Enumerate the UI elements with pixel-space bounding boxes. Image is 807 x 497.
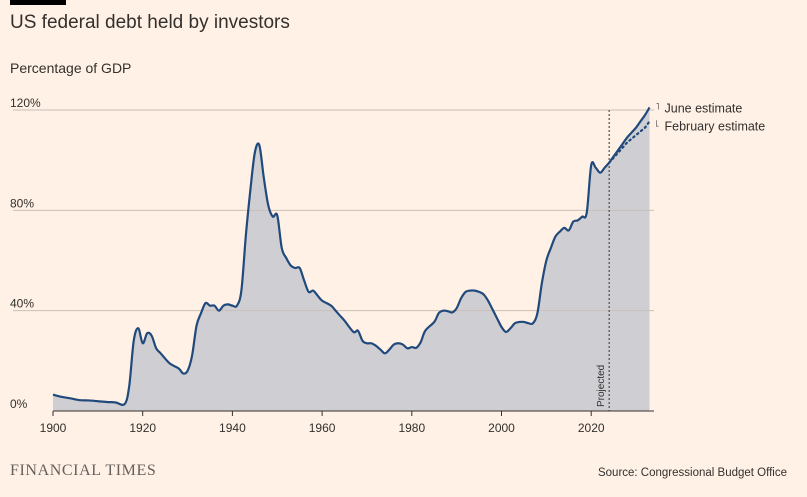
y-tick-label: 40%	[10, 297, 34, 311]
x-tick-label: 2000	[488, 421, 515, 435]
area-fill	[53, 107, 650, 412]
source-note: Source: Congressional Budget Office	[597, 467, 787, 479]
y-tick-label: 80%	[10, 196, 34, 210]
brand-bar	[10, 0, 66, 5]
chart-subtitle: Percentage of GDP	[10, 60, 132, 76]
y-tick-label: 0%	[10, 397, 28, 411]
series-label-february: February estimate	[665, 119, 766, 133]
series-line-june	[52, 106, 651, 407]
chart-title: US federal debt held by investors	[10, 12, 290, 33]
x-tick-label: 1900	[40, 421, 67, 435]
x-tick-label: 1980	[398, 421, 425, 435]
june-label-connector	[656, 102, 660, 110]
y-tick-label: 120%	[10, 96, 41, 110]
x-tick-label: 1940	[219, 421, 246, 435]
series-label-june: June estimate	[665, 101, 743, 115]
projected-label: Projected	[596, 365, 607, 407]
x-tick-label: 1920	[129, 421, 156, 435]
x-tick-label: 1960	[309, 421, 336, 435]
february-label-connector	[656, 120, 659, 127]
x-tick-label: 2020	[578, 421, 605, 435]
ft-logo: FINANCIAL TIMES	[10, 462, 157, 479]
